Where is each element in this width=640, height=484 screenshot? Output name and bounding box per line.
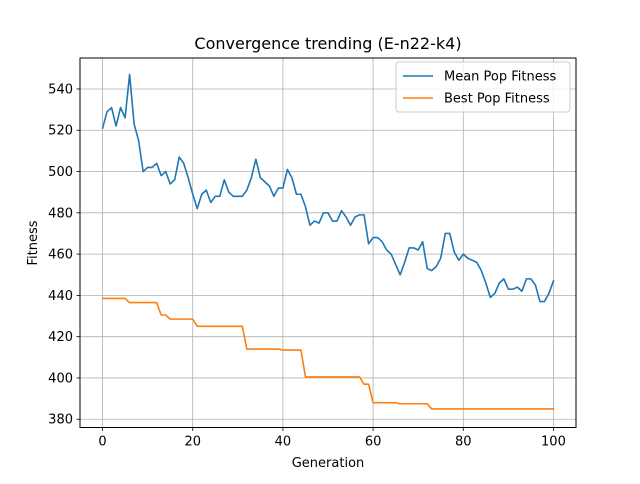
legend-box — [395, 61, 571, 113]
y-tick-label: 540 — [48, 82, 73, 97]
y-tick-label: 480 — [48, 206, 73, 221]
x-tick-label: 100 — [541, 435, 566, 450]
legend-label: Mean Pop Fitness — [444, 70, 557, 85]
axis-ticks: 0 20 40 60 80 100 380 400 420 440 460 480 500 520 540 — [48, 82, 566, 449]
series-lines — [101, 73, 555, 410]
y-tick-label: 520 — [48, 124, 73, 139]
chart-title: Convergence trending (E-n22-k4) — [194, 34, 461, 53]
series-line-best-pop-fitness — [101, 297, 555, 410]
legend-label: Best Pop Fitness — [444, 92, 550, 107]
y-tick-label: 500 — [48, 165, 73, 180]
y-tick-label: 440 — [48, 289, 73, 304]
series-line-mean-pop-fitness — [101, 73, 555, 303]
x-tick-label: 80 — [455, 435, 472, 450]
y-tick-label: 380 — [48, 413, 73, 428]
legend: Mean Pop Fitness Best Pop Fitness — [395, 61, 571, 113]
x-tick-label: 40 — [275, 435, 292, 450]
x-axis-label: Generation — [292, 456, 365, 471]
y-axis-label: Fitness — [26, 220, 41, 265]
y-tick-label: 420 — [48, 330, 73, 345]
x-tick-label: 20 — [184, 435, 201, 450]
y-tick-label: 460 — [48, 248, 73, 263]
x-tick-label: 0 — [98, 435, 106, 450]
y-tick-label: 400 — [48, 371, 73, 386]
x-tick-label: 60 — [365, 435, 382, 450]
plot-area-frame — [79, 57, 577, 428]
